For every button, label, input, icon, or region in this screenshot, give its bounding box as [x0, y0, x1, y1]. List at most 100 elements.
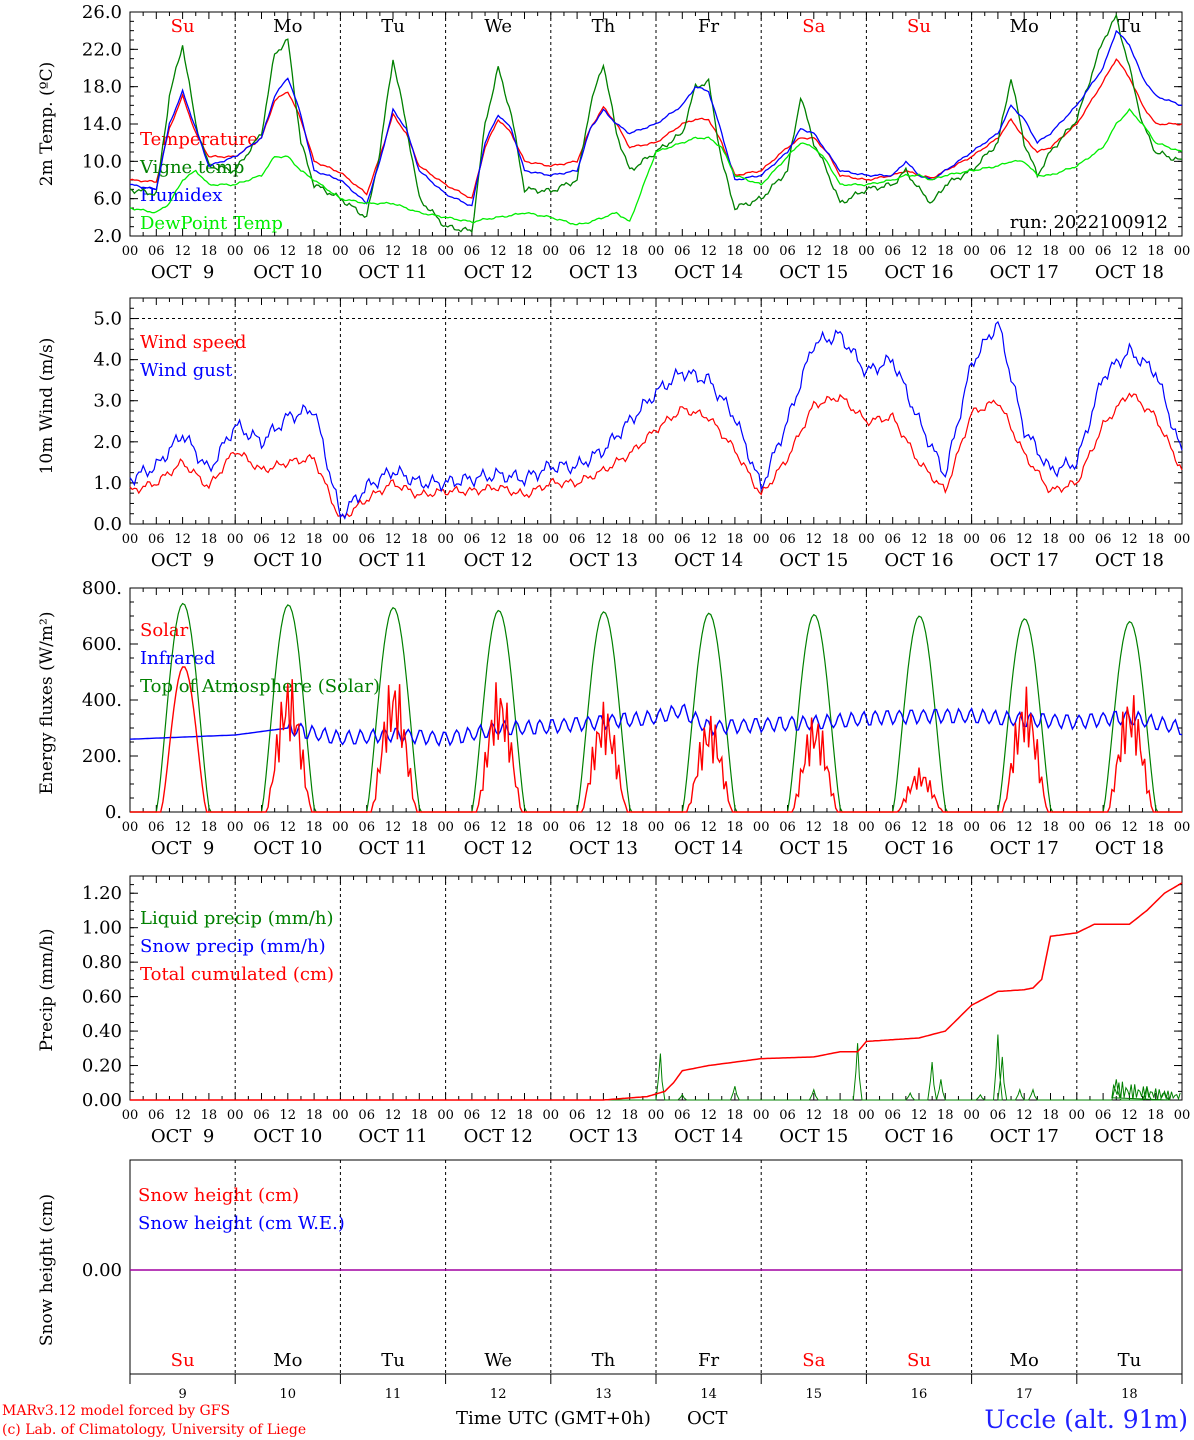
date-label: OCT 16: [884, 1126, 953, 1147]
hour-tick-label: 00: [332, 244, 349, 259]
hour-tick-label: 12: [174, 532, 191, 547]
series-line-wind-gust: [129, 320, 1183, 520]
hour-tick-label: 18: [1147, 820, 1164, 835]
y-tick-label: 2.0: [93, 226, 122, 247]
y-tick-label: 4.0: [93, 350, 122, 371]
hour-tick-label: 18: [411, 820, 428, 835]
y-tick-label: 6.0: [93, 189, 122, 210]
weekday-label: Tu: [1118, 1350, 1142, 1371]
hour-tick-label: 06: [1095, 532, 1112, 547]
hour-tick-label: 00: [858, 1108, 875, 1123]
weekday-label: Sa: [802, 16, 825, 37]
hour-tick-label: 00: [437, 244, 454, 259]
hour-tick-label: 12: [280, 532, 297, 547]
y-tick-label: 800.: [82, 578, 122, 599]
y-tick-label: 0.: [105, 802, 122, 823]
hour-tick-label: 06: [464, 820, 481, 835]
weekday-label: Th: [592, 16, 616, 37]
hour-tick-label: 06: [148, 244, 165, 259]
y-tick-label: 1.20: [82, 883, 122, 904]
hour-tick-label: 12: [280, 1108, 297, 1123]
hour-tick-label: 00: [963, 1108, 980, 1123]
date-label: OCT 14: [674, 550, 743, 571]
hour-tick-label: 00: [227, 820, 244, 835]
temperature-panel: 2m Temp. (ºC) Temperature Vigne temp Hum…: [37, 2, 1190, 283]
date-label: OCT 11: [358, 1126, 427, 1147]
hour-tick-label: 12: [595, 1108, 612, 1123]
hour-tick-label: 00: [753, 820, 770, 835]
hour-tick-label: 18: [516, 1108, 533, 1123]
date-label: OCT 15: [779, 1126, 848, 1147]
hour-tick-label: 00: [227, 532, 244, 547]
hour-tick-label: 06: [990, 244, 1007, 259]
weekday-label: Mo: [1010, 1350, 1039, 1371]
date-label: OCT 15: [779, 838, 848, 859]
hour-tick-label: 06: [569, 244, 586, 259]
date-label: OCT 17: [990, 262, 1059, 283]
hour-tick-label: 00: [332, 532, 349, 547]
hour-tick-label: 00: [753, 532, 770, 547]
hour-tick-label: 00: [1174, 1108, 1191, 1123]
legend-wind-gust: Wind gust: [140, 360, 233, 381]
credit-model: MARv3.12 model forced by GFS: [2, 1403, 230, 1419]
weekday-label: Tu: [381, 1350, 405, 1371]
hour-tick-label: 00: [963, 820, 980, 835]
weekday-label: Su: [907, 16, 931, 37]
y-tick-label: 0.00: [82, 1090, 122, 1111]
day-number-label: 9: [178, 1387, 186, 1402]
date-label: OCT 18: [1095, 1126, 1164, 1147]
day-number-label: 15: [806, 1387, 823, 1402]
weekday-label: We: [484, 16, 512, 37]
hour-tick-label: 06: [779, 244, 796, 259]
hour-tick-label: 12: [174, 244, 191, 259]
day-number-label: 17: [1016, 1387, 1033, 1402]
hour-tick-label: 18: [937, 820, 954, 835]
hour-tick-label: 00: [753, 1108, 770, 1123]
hour-tick-label: 12: [1121, 820, 1138, 835]
precip-panel: Precip (mm/h) Liquid precip (mm/h) Snow …: [37, 875, 1191, 1147]
hour-tick-label: 06: [358, 532, 375, 547]
weekday-label: Su: [171, 16, 195, 37]
hour-tick-label: 06: [464, 244, 481, 259]
hour-tick-label: 12: [911, 1108, 928, 1123]
legend-vigne-temp: Vigne temp: [139, 157, 244, 178]
date-label: OCT 16: [884, 550, 953, 571]
hour-tick-label: 00: [1174, 820, 1191, 835]
hour-tick-label: 18: [621, 820, 638, 835]
date-label: OCT 10: [253, 262, 322, 283]
hour-tick-label: 06: [148, 820, 165, 835]
y-tick-label: 600.: [82, 634, 122, 655]
hour-tick-label: 12: [280, 820, 297, 835]
hour-tick-label: 00: [1174, 532, 1191, 547]
day-number-label: 16: [911, 1387, 928, 1402]
weekday-label: Mo: [273, 1350, 302, 1371]
hour-tick-label: 18: [306, 820, 323, 835]
y-tick-label: 3.0: [93, 391, 122, 412]
legend-snow-precip: Snow precip (mm/h): [140, 936, 326, 957]
hour-tick-label: 00: [1069, 244, 1086, 259]
hour-tick-label: 00: [543, 820, 560, 835]
series-line-wind-speed: [129, 392, 1183, 518]
hour-tick-label: 06: [148, 532, 165, 547]
y-tick-label: 0.40: [82, 1021, 122, 1042]
y-tick-label: 22.0: [82, 39, 122, 60]
date-label: OCT 14: [674, 1126, 743, 1147]
hour-tick-label: 18: [621, 1108, 638, 1123]
date-label: OCT 12: [464, 1126, 533, 1147]
hour-tick-label: 00: [963, 244, 980, 259]
y-tick-label: 400.: [82, 690, 122, 711]
series-line-total-cumulated: [130, 882, 1183, 1101]
y-tick-label: 10.0: [82, 151, 122, 172]
precip-y-axis-label: Precip (mm/h): [37, 928, 57, 1051]
day-number-label: 12: [490, 1387, 507, 1402]
wind-panel: 10m Wind (m/s) Wind speed Wind gust 00 06…: [37, 297, 1191, 571]
energy-panel: Energy fluxes (W/m²) Solar Infrared Top …: [37, 578, 1190, 859]
hour-tick-label: 06: [253, 244, 270, 259]
hour-tick-label: 12: [174, 820, 191, 835]
date-label: OCT 10: [253, 838, 322, 859]
hour-tick-label: 18: [516, 820, 533, 835]
hour-tick-label: 18: [516, 244, 533, 259]
hour-tick-label: 18: [201, 532, 218, 547]
hour-tick-label: 00: [437, 532, 454, 547]
